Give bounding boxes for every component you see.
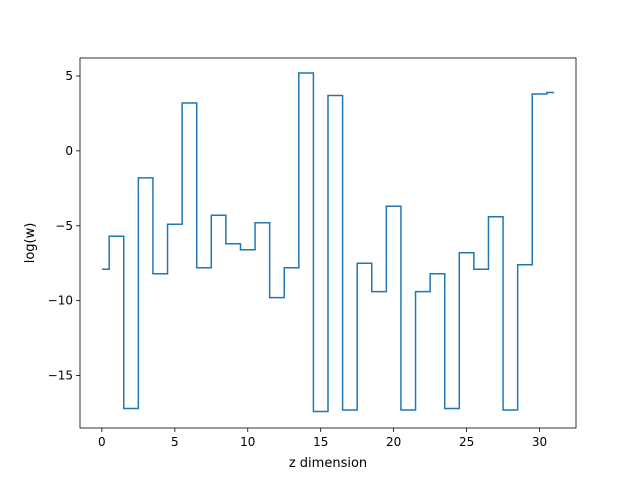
y-tick-label: 0 <box>65 144 73 158</box>
x-axis-label: z dimension <box>289 456 367 471</box>
axes-frame <box>79 57 577 429</box>
y-tick-label: 5 <box>65 69 73 83</box>
x-tick-label: 20 <box>386 435 401 449</box>
x-tick-label: 0 <box>98 435 106 449</box>
y-tick-label: −15 <box>48 369 73 383</box>
x-tick-label: 25 <box>459 435 474 449</box>
x-tick-label: 30 <box>532 435 547 449</box>
series-line <box>101 72 555 413</box>
y-axis-label: log(w) <box>23 223 38 264</box>
x-tick-label: 10 <box>240 435 255 449</box>
y-tick-label: −5 <box>55 219 73 233</box>
axis-ticks: 0 5 10 15 20 25 30 5 0 −5 −10 −15 <box>48 69 547 449</box>
x-tick-label: 5 <box>171 435 179 449</box>
y-tick-label: −10 <box>48 294 73 308</box>
x-tick-label: 15 <box>313 435 328 449</box>
